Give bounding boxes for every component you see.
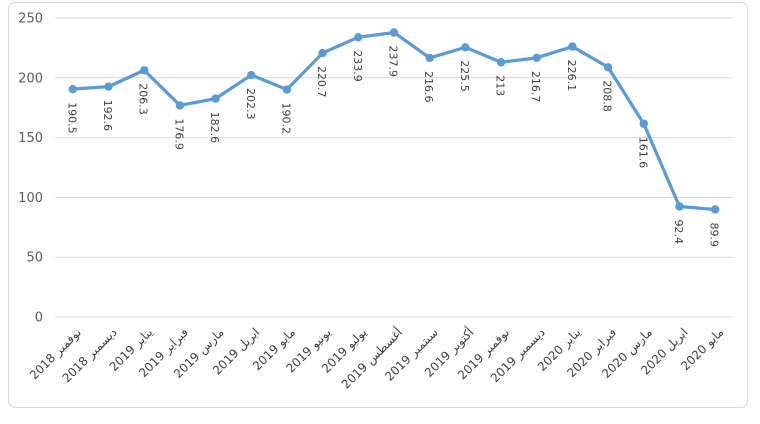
y-tick-label: 200: [18, 71, 43, 86]
chart-frame: [8, 2, 748, 408]
y-tick-label: 0: [35, 311, 43, 326]
data-label: 216.6: [422, 71, 435, 103]
data-point-marker: [532, 53, 541, 63]
data-label: 89.9: [708, 222, 721, 247]
data-point-marker: [318, 48, 327, 58]
data-label: 182.6: [208, 112, 221, 144]
x-axis-label: أغسطس 2019: [338, 325, 406, 393]
data-point-marker: [461, 43, 470, 52]
data-label: 192.6: [101, 100, 114, 131]
y-tick-label: 50: [26, 251, 43, 266]
data-label: 226.1: [565, 60, 578, 91]
data-label: 206.3: [137, 83, 150, 115]
data-label: 202.3: [244, 88, 257, 120]
data-point-marker: [568, 42, 577, 51]
data-label: 190.2: [279, 103, 292, 135]
data-point-marker: [282, 85, 292, 94]
data-point-marker: [140, 66, 149, 75]
data-label: 92.4: [672, 219, 685, 244]
y-tick-label: 250: [18, 12, 43, 27]
data-label: 176.9: [172, 118, 185, 150]
data-point-marker: [389, 28, 399, 37]
data-label: 161.6: [636, 137, 649, 169]
data-point-marker: [675, 202, 684, 211]
data-point-marker: [496, 58, 506, 67]
data-label: 225.5: [458, 60, 471, 92]
data-point-marker: [603, 63, 613, 72]
data-point-marker: [68, 84, 78, 94]
data-point-marker: [104, 82, 113, 91]
data-label: 213: [494, 75, 507, 96]
data-point-marker: [247, 70, 256, 80]
y-tick-label: 100: [18, 191, 43, 206]
data-point-marker: [211, 94, 220, 103]
data-label: 208.8: [601, 80, 614, 112]
y-tick-label: 150: [18, 131, 43, 146]
data-label: 237.9: [387, 45, 400, 77]
data-label: 190.5: [65, 102, 78, 134]
data-point-marker: [175, 101, 185, 110]
data-label: 216.7: [529, 71, 542, 103]
data-label: 233.9: [351, 50, 364, 82]
data-label: 220.7: [315, 66, 328, 98]
data-point-marker: [710, 205, 720, 214]
data-point-marker: [639, 119, 648, 128]
data-point-marker: [354, 33, 363, 42]
data-point-marker: [425, 53, 434, 63]
